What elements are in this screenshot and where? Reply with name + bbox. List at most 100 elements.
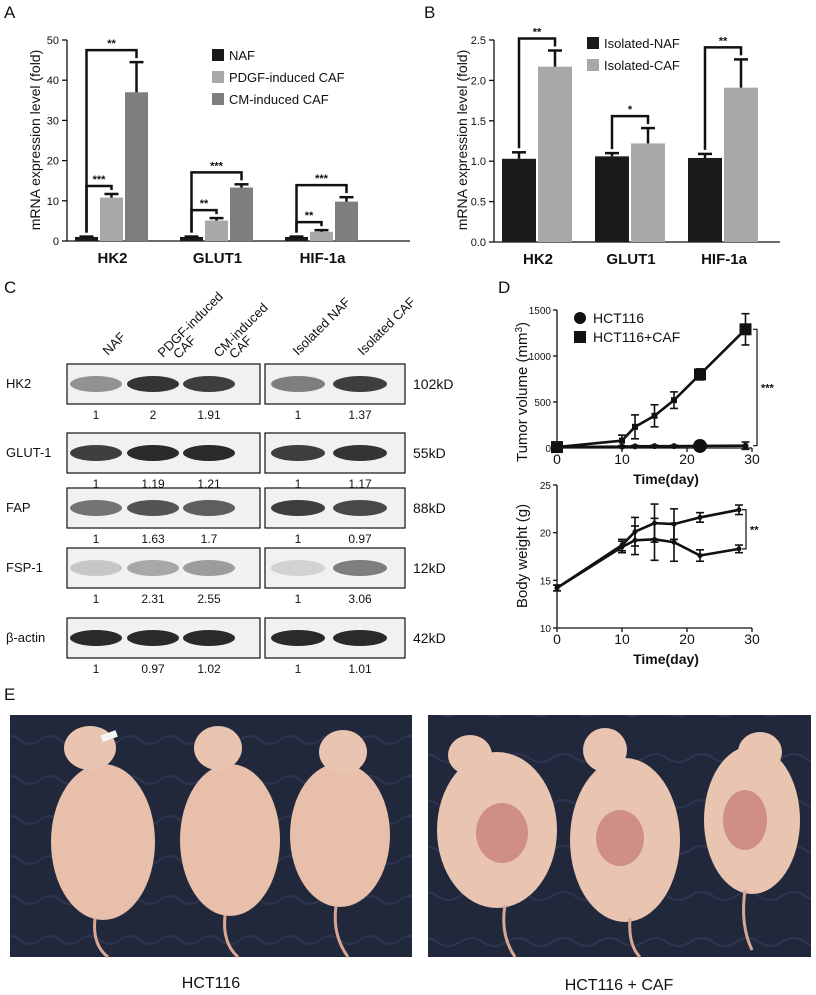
legend-swatch-isolated-caf bbox=[587, 59, 599, 71]
chart-a-ytick-label: 50 bbox=[47, 35, 59, 47]
caption-hct116-caf: HCT116 + CAF bbox=[565, 977, 674, 994]
chart-d-top-point bbox=[671, 397, 677, 404]
chart-a-significance-bracket bbox=[85, 184, 113, 233]
blot-band bbox=[333, 560, 387, 576]
legend-label-cm: CM-induced CAF bbox=[229, 92, 329, 107]
chart-a-ylabel: mRNA expression level (fold) bbox=[27, 50, 43, 231]
chart-d-top-point bbox=[651, 443, 658, 450]
panel-letter-b: B bbox=[424, 3, 435, 22]
blot-band bbox=[183, 500, 235, 516]
blot-band bbox=[127, 560, 179, 576]
chart-d-bottom-series-line bbox=[556, 538, 740, 590]
blot-header-isolated-naf: Isolated NAF bbox=[290, 294, 354, 358]
panel-letter-c: C bbox=[4, 278, 16, 297]
chart-b-ytick-label: 1.5 bbox=[471, 116, 486, 128]
chart-d-top-ytick-label: 1000 bbox=[529, 352, 552, 363]
blot-quant-value: 1 bbox=[93, 592, 100, 606]
chart-b-bar bbox=[502, 158, 536, 242]
legend-swatch-naf bbox=[212, 49, 224, 61]
blot-band bbox=[127, 376, 179, 392]
blot-quant-value: 0.97 bbox=[348, 532, 372, 546]
chart-a-bar bbox=[100, 197, 123, 241]
chart-d-bottom-xtick-label: 0 bbox=[553, 631, 561, 647]
chart-a-bar bbox=[335, 201, 358, 241]
legend-label-hct116: HCT116 bbox=[593, 310, 644, 326]
chart-d-bottom-ytick-label: 20 bbox=[540, 529, 552, 540]
chart-d-bottom-ytick-label: 10 bbox=[540, 624, 552, 635]
blot-band bbox=[333, 376, 387, 392]
chart-a-ytick-label: 30 bbox=[47, 115, 59, 127]
chart-d-top-xtick-label: 10 bbox=[614, 451, 630, 467]
blot-band bbox=[70, 560, 122, 576]
blot-quant-value: 1 bbox=[93, 532, 100, 546]
legend-label-naf: NAF bbox=[229, 48, 255, 63]
blot-protein-label: GLUT-1 bbox=[6, 445, 52, 460]
chart-a-bar bbox=[310, 231, 333, 241]
chart-b-bar bbox=[538, 66, 572, 242]
blot-quant-value: 1.91 bbox=[197, 408, 221, 422]
chart-d-top-series: *** bbox=[551, 312, 775, 454]
photo-hct116 bbox=[10, 715, 412, 959]
chart-a-bar bbox=[205, 220, 228, 241]
blot-quant-value: 1 bbox=[295, 408, 302, 422]
mouse-1 bbox=[51, 726, 155, 959]
blot-protein-label: FSP-1 bbox=[6, 560, 43, 575]
chart-d-top-axes: 0 500 1000 1500 0 10 20 30 bbox=[529, 306, 760, 467]
blot-header-isolated-caf: Isolated CAF bbox=[355, 294, 419, 358]
mouse-4 bbox=[437, 735, 557, 958]
blot-quant-value: 1 bbox=[93, 477, 100, 491]
blot-band bbox=[333, 500, 387, 516]
legend-marker-hct116 bbox=[574, 312, 586, 324]
chart-a-ytick-label: 40 bbox=[47, 75, 59, 87]
western-blot: NAF PDGF-induced CAF CM-induced CAF Isol… bbox=[6, 289, 453, 676]
blot-band bbox=[70, 630, 122, 646]
chart-a-ytick-label: 20 bbox=[47, 156, 59, 168]
chart-a-significance-label: ** bbox=[200, 198, 209, 210]
chart-d-bottom-xtick-label: 20 bbox=[679, 631, 695, 647]
chart-b-significance-bracket bbox=[703, 46, 743, 150]
chart-d-top-ytick-label: 0 bbox=[545, 444, 551, 455]
blot-size-label: 88kD bbox=[413, 500, 446, 516]
chart-a-significance-label: *** bbox=[93, 174, 107, 186]
blot-quant-value: 1 bbox=[295, 592, 302, 606]
chart-b-ytick-label: 1.0 bbox=[471, 156, 486, 168]
blot-band bbox=[127, 500, 179, 516]
chart-a-significance-bracket bbox=[190, 208, 218, 233]
chart-d-bottom-point bbox=[652, 536, 657, 542]
blot-quant-value: 1 bbox=[295, 532, 302, 546]
panel-letter-a: A bbox=[4, 3, 16, 22]
chart-d-bottom-significance-label: ** bbox=[750, 524, 759, 536]
blot-quant-value: 2.55 bbox=[197, 592, 221, 606]
chart-a-bar bbox=[180, 236, 203, 241]
chart-d-top-point bbox=[739, 323, 752, 336]
chart-d-bottom-xtick-label: 30 bbox=[744, 631, 760, 647]
blot-band bbox=[70, 376, 122, 392]
mouse-2 bbox=[180, 726, 280, 959]
blot-quant-value: 1.02 bbox=[197, 662, 221, 676]
blot-band bbox=[127, 630, 179, 646]
chart-b-bar bbox=[631, 143, 665, 242]
legend-swatch-isolated-naf bbox=[587, 37, 599, 49]
blot-band bbox=[271, 630, 325, 646]
chart-a-bar bbox=[230, 187, 253, 241]
chart-b-category-label: HIF-1a bbox=[701, 251, 748, 268]
blot-protein-label: HK2 bbox=[6, 376, 31, 391]
chart-d-top-significance-label: *** bbox=[761, 383, 775, 395]
blot-band bbox=[183, 445, 235, 461]
chart-a-category-label: HK2 bbox=[97, 250, 127, 267]
chart-a-significance-label: ** bbox=[305, 210, 314, 222]
chart-a-significance-label: *** bbox=[315, 173, 329, 185]
chart-d-bottom-point bbox=[736, 507, 742, 513]
chart-d-bottom-point bbox=[736, 546, 742, 552]
chart-d-bottom-point bbox=[619, 544, 625, 550]
blot-band bbox=[333, 630, 387, 646]
chart-a-bar bbox=[125, 92, 148, 241]
chart-d-top-point bbox=[651, 412, 658, 419]
blot-quant-value: 3.06 bbox=[348, 592, 372, 606]
chart-b-significance-label: ** bbox=[719, 35, 728, 47]
chart-d-top-xlabel: Time(day) bbox=[633, 471, 699, 487]
mouse-6 bbox=[704, 732, 800, 951]
